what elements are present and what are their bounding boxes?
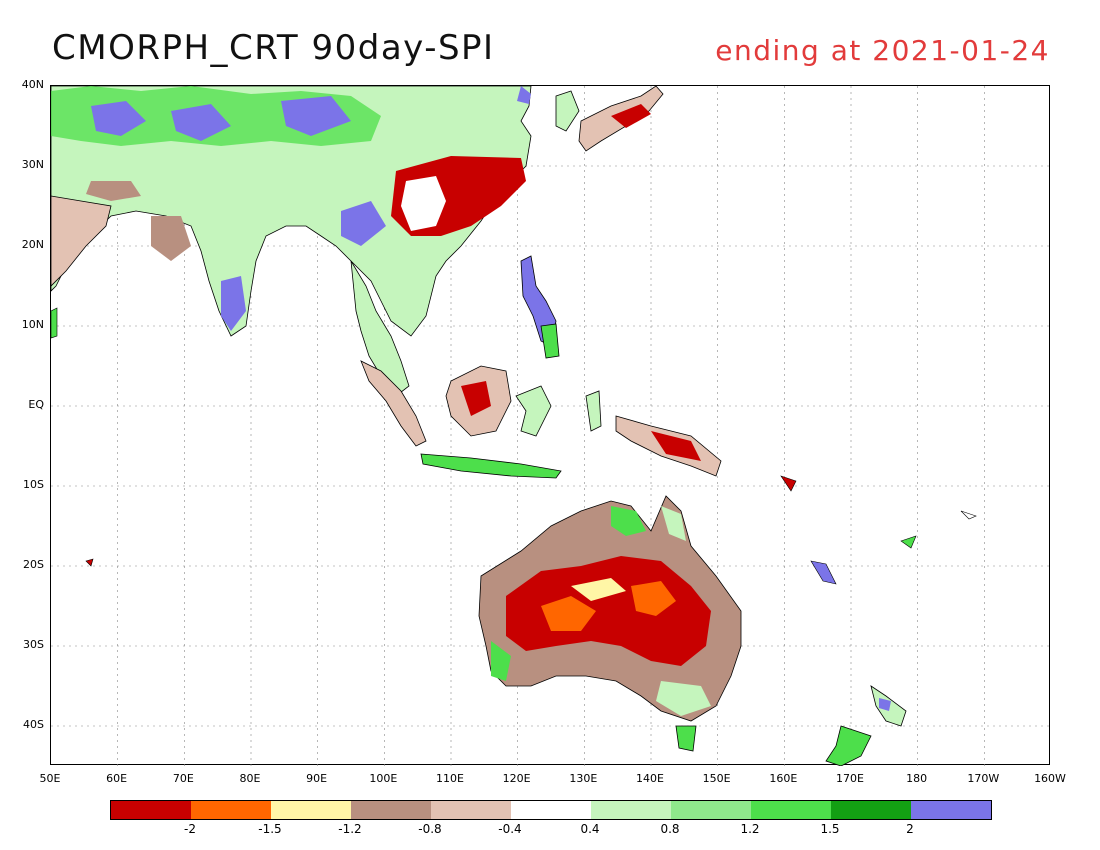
longitude-label: 170E bbox=[836, 772, 864, 785]
latitude-label: 30N bbox=[21, 158, 44, 171]
longitude-label: 90E bbox=[306, 772, 328, 785]
longitude-label: 150E bbox=[702, 772, 731, 785]
maritime-continent bbox=[360, 360, 722, 479]
latitude-label: 40N bbox=[21, 78, 44, 91]
longitude-label: 160W bbox=[1034, 772, 1066, 785]
colorbar-label: -2 bbox=[184, 822, 196, 836]
longitude-label: 130E bbox=[569, 772, 598, 785]
colorbar-label: -1.2 bbox=[338, 822, 362, 836]
pacific-islands bbox=[51, 307, 977, 585]
colorbar-swatch bbox=[831, 801, 911, 819]
colorbar-label: 1.2 bbox=[740, 822, 760, 836]
colorbar-swatch bbox=[271, 801, 351, 819]
latitude-label: 20S bbox=[23, 558, 44, 571]
philippines bbox=[520, 255, 560, 359]
longitude-label: 50E bbox=[39, 772, 61, 785]
longitude-label: 120E bbox=[502, 772, 531, 785]
colorbar-label: 2 bbox=[906, 822, 914, 836]
longitude-label: 140E bbox=[636, 772, 664, 785]
latitude-label: 10N bbox=[21, 318, 44, 331]
colorbar-label: -1.5 bbox=[258, 822, 282, 836]
longitude-label: 160E bbox=[769, 772, 798, 785]
colorbar-label: 0.4 bbox=[580, 822, 600, 836]
latitude-label: 10S bbox=[23, 478, 44, 491]
longitude-label: 110E bbox=[436, 772, 464, 785]
colorbar-swatch bbox=[911, 801, 991, 819]
colorbar-swatch bbox=[751, 801, 831, 819]
colorbar-swatch bbox=[591, 801, 671, 819]
longitude-label: 170W bbox=[967, 772, 1000, 785]
colorbar-label: 1.5 bbox=[820, 822, 840, 836]
map-canvas bbox=[51, 86, 1051, 766]
latitude-label: 40S bbox=[23, 718, 44, 731]
longitude-label: 80E bbox=[239, 772, 261, 785]
precip-anomaly-patches-asia bbox=[51, 86, 531, 331]
colorbar-label: -0.4 bbox=[498, 822, 522, 836]
colorbar-swatch bbox=[431, 801, 511, 819]
colorbar-swatch bbox=[111, 801, 191, 819]
latitude-label: 30S bbox=[23, 638, 44, 651]
map-area bbox=[50, 85, 1051, 766]
new-zealand bbox=[825, 685, 907, 766]
latitude-label: EQ bbox=[28, 398, 44, 411]
colorbar-swatch bbox=[191, 801, 271, 819]
colorbar-label: 0.8 bbox=[660, 822, 680, 836]
longitude-label: 60E bbox=[106, 772, 128, 785]
asia-landmass bbox=[51, 86, 532, 397]
latitude-label: 20N bbox=[21, 238, 44, 251]
australia bbox=[478, 495, 742, 752]
colorbar-swatch bbox=[671, 801, 751, 819]
colorbar-label: -0.8 bbox=[418, 822, 442, 836]
map-date: ending at 2021-01-24 bbox=[715, 34, 1050, 67]
longitude-label: 100E bbox=[369, 772, 398, 785]
colorbar-swatch bbox=[351, 801, 431, 819]
map-title: CMORPH_CRT 90day-SPI bbox=[52, 28, 495, 68]
longitude-label: 70E bbox=[172, 772, 194, 785]
japan-korea bbox=[555, 86, 664, 152]
colorbar-swatch bbox=[511, 801, 591, 819]
colorbar bbox=[110, 800, 992, 820]
longitude-label: 180 bbox=[906, 772, 928, 785]
